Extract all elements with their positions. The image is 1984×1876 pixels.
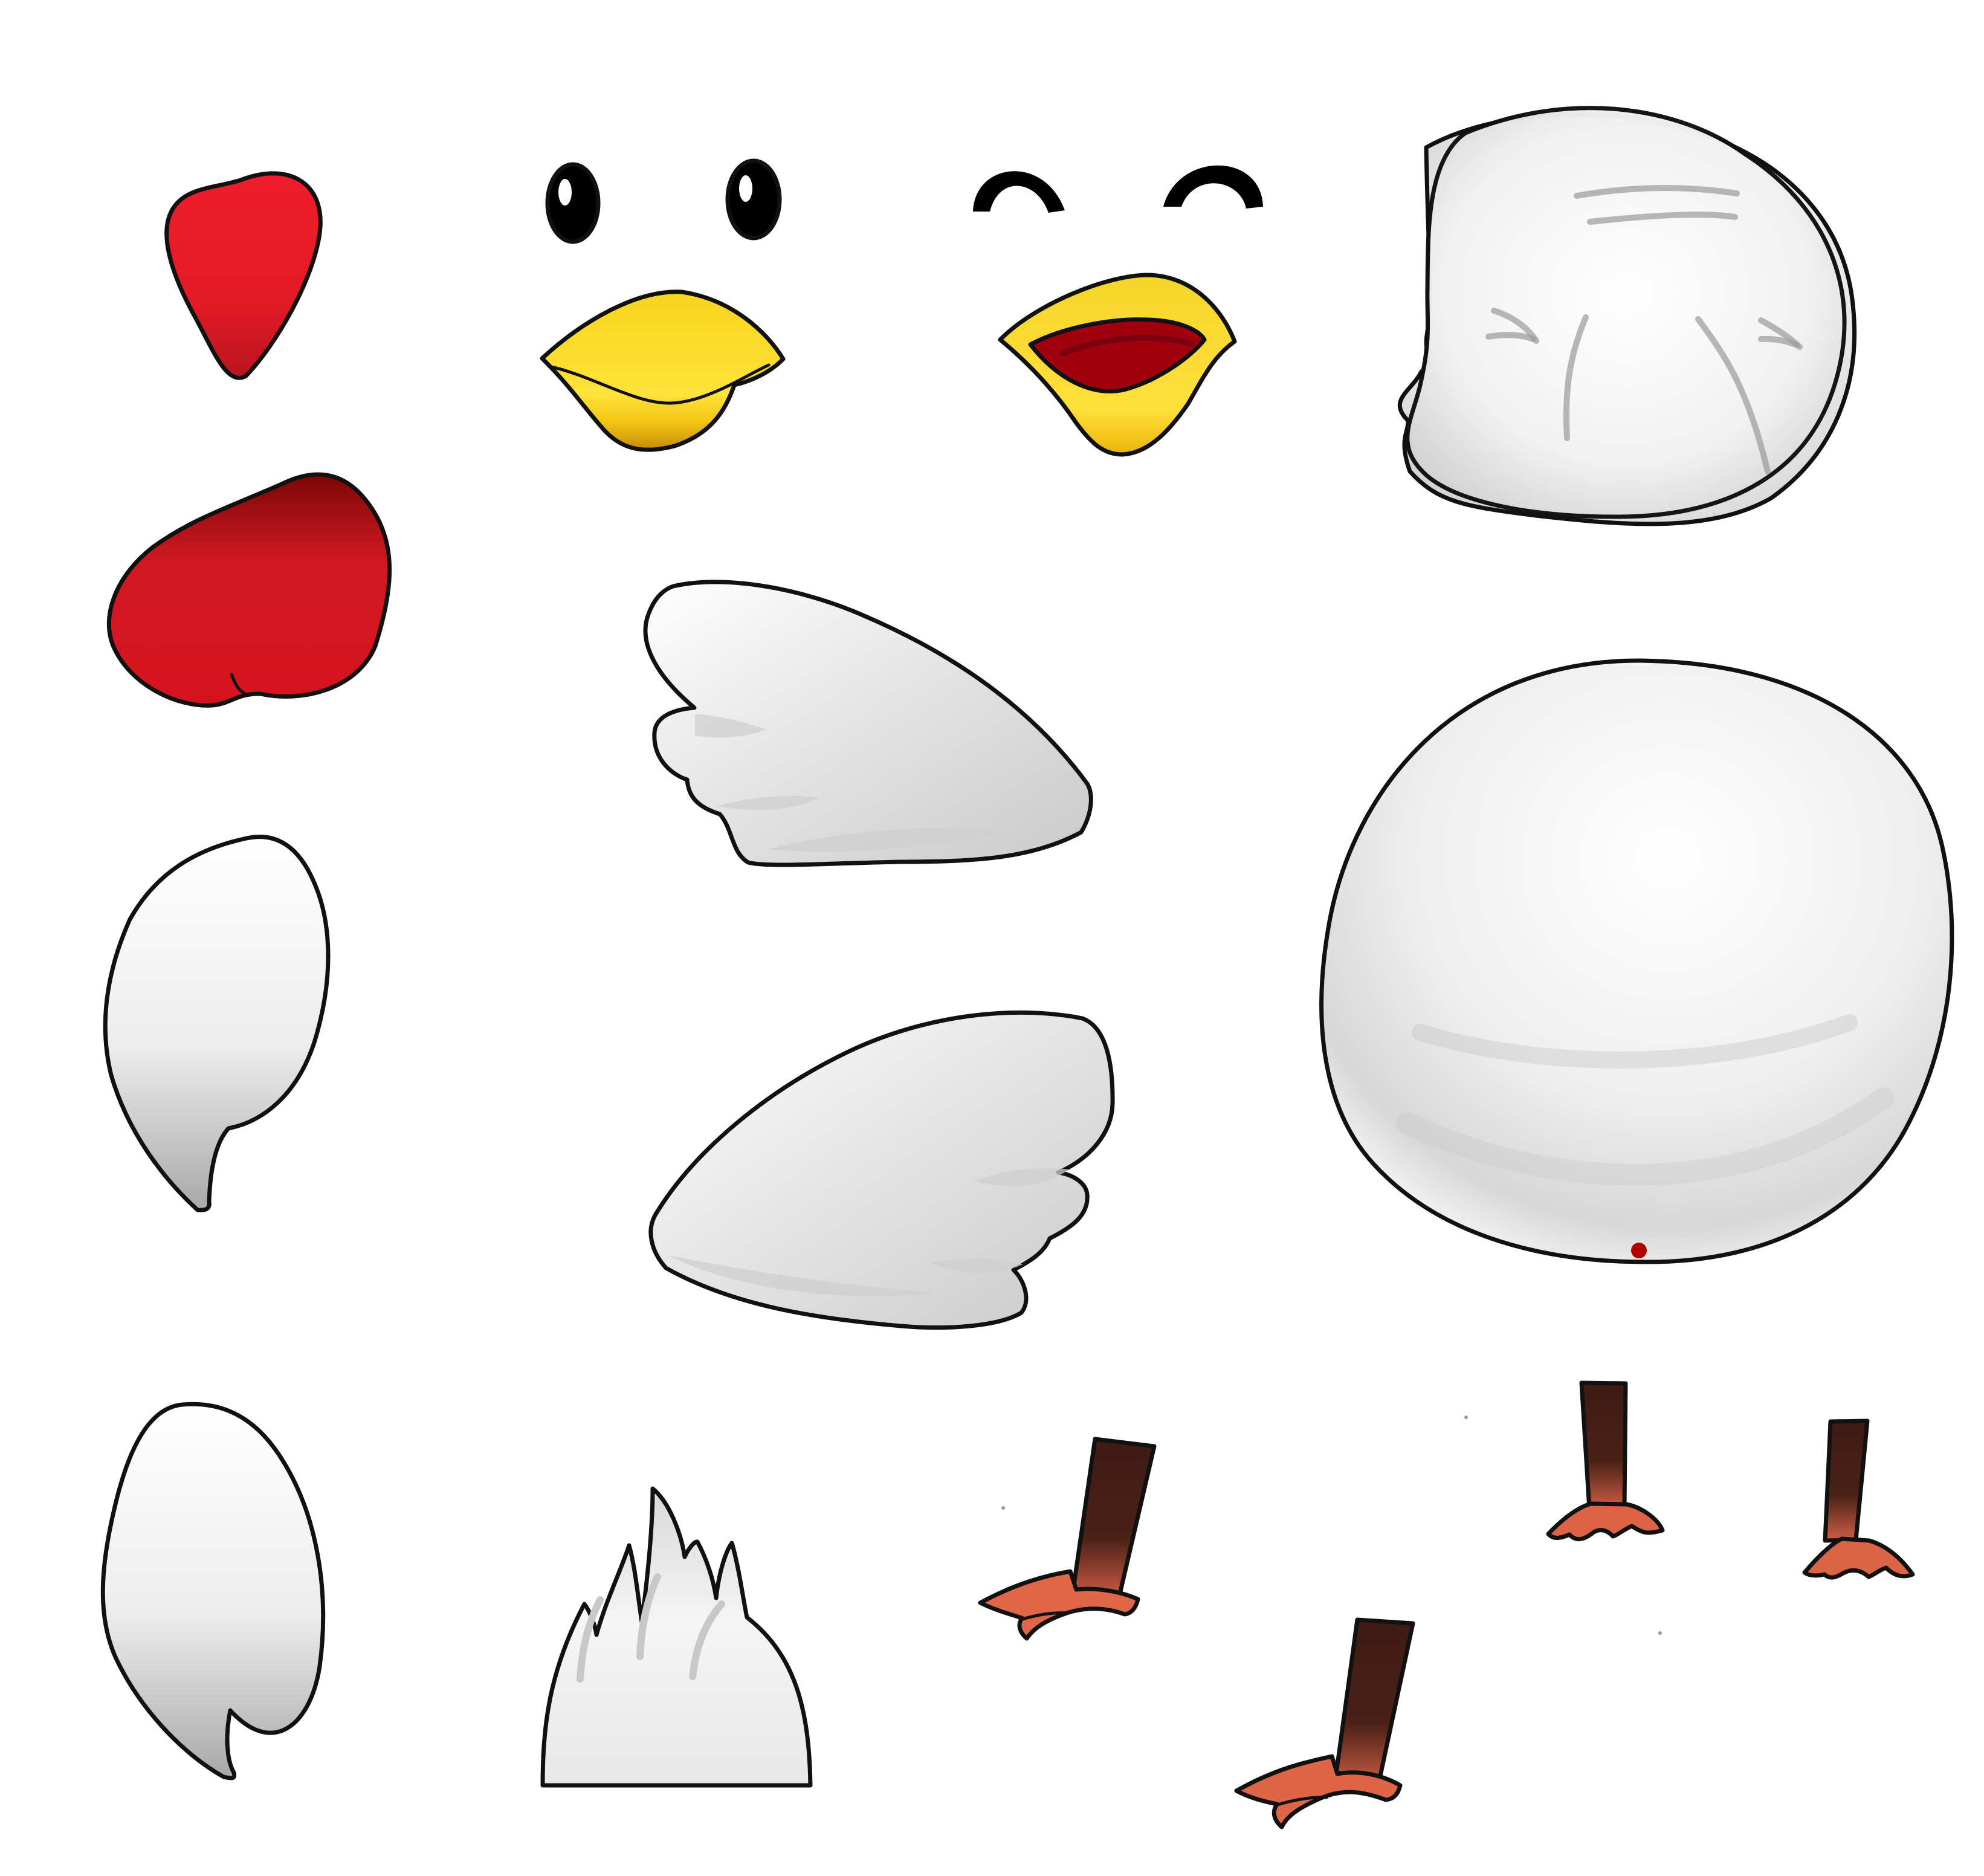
stray-pixels <box>1001 1415 1662 1635</box>
wattle-part <box>106 472 392 708</box>
tail-tuft-part <box>540 1486 813 1788</box>
tail-feather-one-part <box>103 835 331 1212</box>
front-leg-right-part <box>1802 1418 1915 1580</box>
front-leg-left-part <box>1546 1380 1665 1541</box>
lower-wing-part <box>648 1010 1115 1330</box>
leg-two-part <box>1234 1617 1415 1829</box>
open-eyes-part <box>545 158 782 244</box>
happy-eyes-part <box>973 165 1263 213</box>
tail-feather-two-part <box>100 1402 326 1781</box>
leg-one-part <box>978 1437 1157 1641</box>
body-part <box>1319 658 1954 1264</box>
open-beak-part <box>998 273 1237 457</box>
upper-wing-part <box>643 580 1093 867</box>
head-part <box>1397 106 1857 526</box>
closed-beak-part <box>540 289 786 452</box>
comb-part <box>164 171 323 380</box>
